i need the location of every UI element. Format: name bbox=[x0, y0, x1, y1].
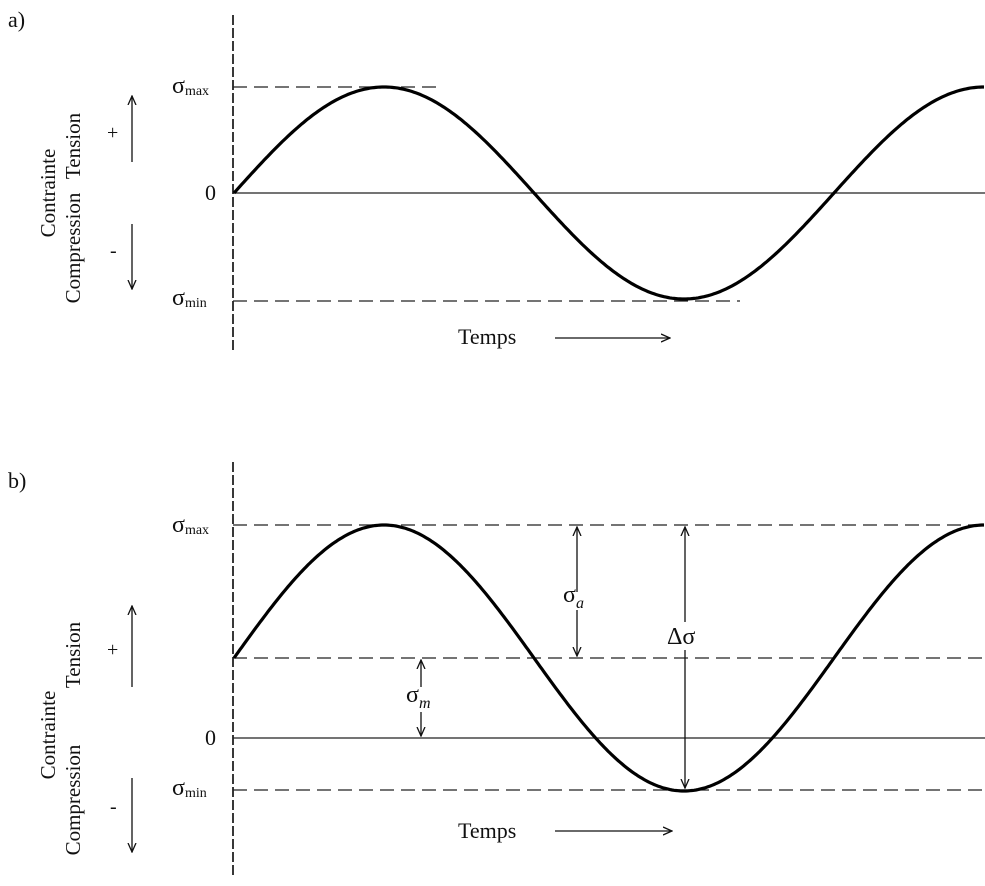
panel-b-stress-curve bbox=[232, 523, 984, 793]
panel-b-plus-sign: + bbox=[107, 639, 118, 661]
panel-a-minus-sign: - bbox=[110, 240, 117, 262]
panel-b-label: b) bbox=[8, 468, 26, 493]
panel-a: a) σmax 0 σmin Contrainte Compression Te… bbox=[8, 7, 985, 352]
panel-b-delta-sigma-label: Δσ bbox=[667, 624, 695, 650]
panel-b: b) σmax 0 σmin Contrainte Compression Te… bbox=[8, 462, 985, 876]
panel-a-sigma-max-label: σmax bbox=[172, 73, 209, 99]
panel-a-contrainte-label: Contrainte bbox=[36, 149, 60, 238]
panel-a-stress-curve bbox=[232, 85, 984, 301]
panel-a-tension-label: Tension bbox=[61, 112, 85, 179]
panel-a-sigma-min-label: σmin bbox=[172, 285, 207, 311]
panel-b-time-label: Temps bbox=[458, 818, 516, 843]
panel-b-sigma-a-label: σa bbox=[563, 582, 584, 612]
panel-b-sigma-max-label: σmax bbox=[172, 512, 209, 538]
panel-b-sigma-m-label: σm bbox=[406, 682, 431, 712]
panel-a-compression-label: Compression bbox=[61, 192, 85, 303]
panel-b-tension-label: Tension bbox=[61, 621, 85, 688]
panel-a-time-label: Temps bbox=[458, 324, 516, 349]
panel-a-plus-sign: + bbox=[107, 122, 118, 144]
panel-b-zero-label: 0 bbox=[205, 725, 216, 750]
panel-a-zero-label: 0 bbox=[205, 180, 216, 205]
panel-a-label: a) bbox=[8, 7, 25, 32]
panel-b-contrainte-label: Contrainte bbox=[36, 691, 60, 780]
panel-b-minus-sign: - bbox=[110, 796, 117, 818]
panel-b-sigma-min-label: σmin bbox=[172, 775, 207, 801]
panel-b-compression-label: Compression bbox=[61, 744, 85, 855]
